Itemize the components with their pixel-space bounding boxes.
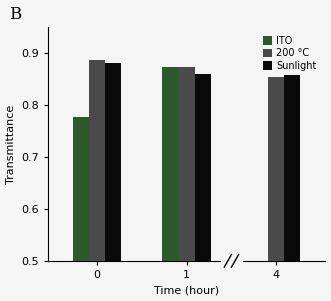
Bar bbox=[284, 75, 300, 301]
Bar bbox=[89, 61, 105, 301]
Text: B: B bbox=[9, 5, 21, 23]
Legend: ITO, 200 °C, Sunlight: ITO, 200 °C, Sunlight bbox=[259, 32, 321, 75]
Y-axis label: Transmittance: Transmittance bbox=[6, 104, 16, 184]
Bar bbox=[105, 63, 121, 301]
Bar bbox=[268, 77, 284, 301]
X-axis label: Time (hour): Time (hour) bbox=[154, 285, 219, 296]
Bar bbox=[221, 261, 242, 265]
Bar bbox=[163, 67, 179, 301]
Bar bbox=[73, 116, 89, 301]
Bar bbox=[179, 67, 195, 301]
Bar bbox=[195, 74, 211, 301]
